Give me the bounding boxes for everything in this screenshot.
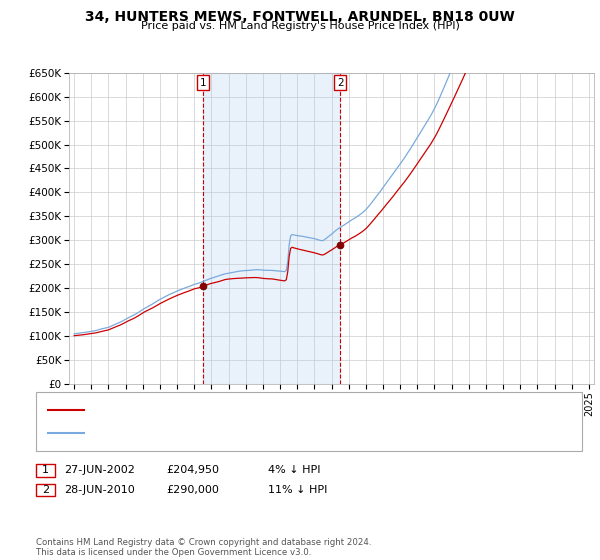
Text: 28-JUN-2010: 28-JUN-2010 <box>64 485 135 495</box>
Text: 2: 2 <box>337 78 343 87</box>
Text: 4% ↓ HPI: 4% ↓ HPI <box>268 465 320 475</box>
Text: 2: 2 <box>42 485 49 495</box>
Text: Price paid vs. HM Land Registry's House Price Index (HPI): Price paid vs. HM Land Registry's House … <box>140 21 460 31</box>
Bar <box>203 73 340 384</box>
Text: £290,000: £290,000 <box>166 485 219 495</box>
Text: HPI: Average price, detached house, Arun: HPI: Average price, detached house, Arun <box>90 428 308 438</box>
Text: £204,950: £204,950 <box>166 465 219 475</box>
Text: 34, HUNTERS MEWS, FONTWELL, ARUNDEL, BN18 0UW: 34, HUNTERS MEWS, FONTWELL, ARUNDEL, BN1… <box>85 10 515 24</box>
Text: 11% ↓ HPI: 11% ↓ HPI <box>268 485 328 495</box>
Text: 1: 1 <box>200 78 206 87</box>
Text: 34, HUNTERS MEWS, FONTWELL, ARUNDEL, BN18 0UW (detached house): 34, HUNTERS MEWS, FONTWELL, ARUNDEL, BN1… <box>90 405 472 414</box>
Text: 27-JUN-2002: 27-JUN-2002 <box>64 465 135 475</box>
Text: 1: 1 <box>42 465 49 475</box>
Text: Contains HM Land Registry data © Crown copyright and database right 2024.
This d: Contains HM Land Registry data © Crown c… <box>36 538 371 557</box>
